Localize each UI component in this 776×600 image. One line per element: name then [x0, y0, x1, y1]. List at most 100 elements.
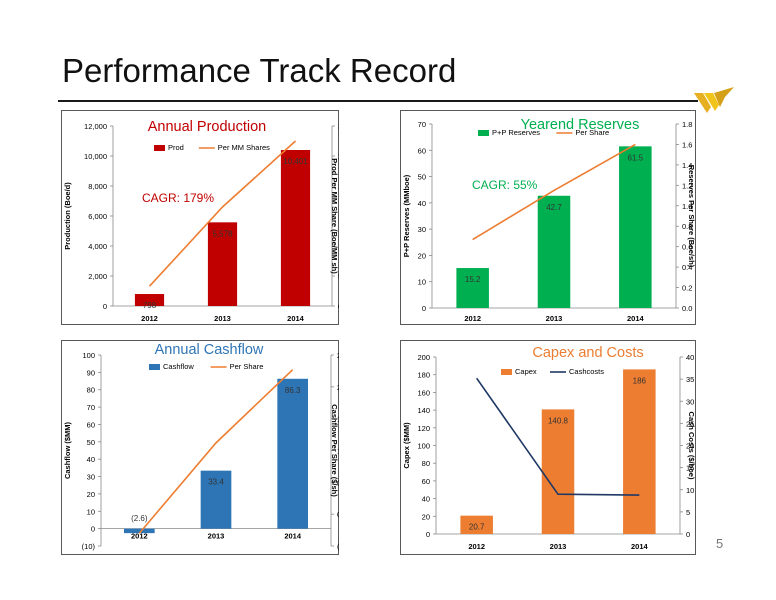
y-tick-label: 30 [87, 473, 95, 482]
y-right-tick-label: 0.0 [682, 304, 692, 313]
chart-svg: 0 10 20 30 40 50 60 70 0.0 0.2 0.4 0.6 0.8 1.0 1.2 1.4 1… [400, 110, 696, 325]
bar-2012 [460, 515, 493, 534]
y-tick-label: 120 [417, 424, 430, 433]
bar-data-label: 61.5 [628, 153, 644, 162]
y-tick-label: (10) [82, 542, 96, 551]
bar-data-label: 140.8 [548, 416, 569, 425]
y-tick-label: 80 [422, 459, 430, 468]
x-tick-label: 2012 [131, 532, 148, 541]
y-tick-label: 10 [418, 278, 426, 287]
y-right-tick-label: 150 [338, 212, 339, 221]
bar-data-label: 20.7 [469, 523, 485, 532]
y-right-tick-label: 1.0 [337, 447, 339, 456]
chart-svg: 0 2,000 4,000 6,000 8,000 10,000 12,000 0 50 100 1… [61, 110, 339, 325]
y-right-tick-label: 1.5 [337, 415, 339, 424]
y-right-tick-label: (0.5) [337, 542, 339, 551]
y-tick-label: 100 [417, 442, 430, 451]
y-tick-label: 0 [426, 530, 430, 539]
chart-title: Capex and Costs [532, 345, 643, 361]
y-right-tick-label: 30 [686, 397, 694, 406]
y-right-tick-label: 1.6 [682, 140, 692, 149]
y-tick-label: 40 [418, 199, 426, 208]
y-tick-label: 6,000 [88, 212, 107, 221]
y-tick-label: 200 [417, 353, 430, 362]
legend-label: P+P Reserves [492, 128, 540, 137]
legend-swatch-p-p-reserves [478, 130, 489, 136]
slide-title: Performance Track Record [62, 52, 457, 89]
chart-title: Yearend Reserves [521, 117, 640, 133]
y-right-tick-label: 0.8 [682, 222, 692, 231]
x-tick-label: 2013 [208, 532, 225, 541]
y-tick-label: 40 [422, 495, 430, 504]
bar-data-label: 15.2 [465, 275, 481, 284]
y-tick-label: 10 [87, 507, 95, 516]
y-right-tick-label: 5 [686, 508, 690, 517]
bar-data-label: 798 [143, 301, 157, 310]
cagr-annotation: CAGR: 179% [142, 191, 214, 205]
bar-data-label: 186 [633, 376, 647, 385]
bar-data-label: 42.7 [546, 203, 562, 212]
y-right-tick-label: 2.0 [337, 383, 339, 392]
bar-data-label: 10,401 [283, 157, 308, 166]
y-axis-title: Capex ($MM) [402, 422, 411, 469]
y-tick-label: 30 [418, 225, 426, 234]
y-tick-label: 50 [87, 438, 95, 447]
bar-2013 [541, 409, 575, 534]
y-right-tick-label: 1.0 [682, 202, 692, 211]
legend-label: Per Share [230, 362, 264, 371]
legend-label: Per Share [575, 128, 609, 137]
y-tick-label: 160 [417, 388, 430, 397]
y-right-tick-label: 0 [338, 302, 339, 311]
y-axis-title: P+P Reserves (MMboe) [402, 174, 411, 257]
legend-label: Per MM Shares [218, 143, 270, 152]
y-right-tick-label: 40 [686, 353, 694, 362]
bar-2012 [134, 294, 165, 306]
annual-production-chart: 0 2,000 4,000 6,000 8,000 10,000 12,000 0 50 100 1… [61, 110, 339, 325]
bar-2014 [623, 369, 656, 534]
y-right-tick-label: 20 [686, 442, 694, 451]
cagr-annotation: CAGR: 55% [472, 178, 538, 192]
y-right-tick-label: 25 [686, 419, 694, 428]
y-right-tick-label: 10 [686, 486, 694, 495]
y-right-tick-label: 1.8 [682, 120, 692, 129]
legend-label: Capex [515, 367, 537, 376]
y-right-tick-label: 100 [338, 242, 339, 251]
y-axis-title: Cashflow ($MM) [63, 421, 72, 479]
y-tick-label: 20 [418, 251, 426, 260]
capex-and-costs-chart: 0 20 40 60 80 100 120 140 160 180 200 0 5 10 15 20 25 30 3… [400, 340, 696, 555]
x-tick-label: 2014 [627, 314, 645, 323]
y-tick-label: 0 [91, 525, 95, 534]
x-tick-label: 2014 [287, 314, 305, 323]
y-tick-label: 0 [103, 302, 107, 311]
y-right-axis-title: Cash Costs ($/boe) [687, 412, 696, 480]
bar-data-label: 5,578 [212, 229, 233, 238]
y-right-tick-label: 2.5 [337, 351, 339, 360]
y-right-tick-label: 250 [338, 152, 339, 161]
legend-swatch-prod [154, 145, 165, 151]
chart-title: Annual Cashflow [155, 342, 264, 358]
y-right-tick-label: 1.4 [682, 161, 692, 170]
y-right-tick-label: 0.0 [337, 510, 339, 519]
chart-svg: (10) 0 10 20 30 40 50 60 70 80 90 100 (0.5) 0.0 0.5 1.0… [61, 340, 339, 555]
y-tick-label: 12,000 [84, 122, 107, 131]
legend-label: Prod [168, 143, 184, 152]
y-right-tick-label: 15 [686, 464, 694, 473]
y-tick-label: 60 [87, 420, 95, 429]
y-right-tick-label: 1.2 [682, 181, 692, 190]
y-right-tick-label: 300 [338, 122, 339, 131]
chart-title: Annual Production [148, 119, 267, 135]
x-tick-label: 2012 [464, 314, 481, 323]
x-tick-label: 2013 [550, 542, 567, 551]
y-tick-label: 90 [87, 368, 95, 377]
bar-data-label: 86.3 [285, 386, 301, 395]
bar-2013 [537, 195, 571, 308]
y-tick-label: 10,000 [84, 152, 107, 161]
page-number: 5 [716, 536, 724, 551]
bar-data-label: (2.6) [131, 514, 148, 523]
bar-2014 [280, 149, 311, 306]
y-tick-label: 140 [417, 406, 430, 415]
x-tick-label: 2014 [284, 532, 302, 541]
chart-svg: 0 20 40 60 80 100 120 140 160 180 200 0 5 10 15 20 25 30 3… [400, 340, 696, 555]
y-tick-label: 180 [417, 371, 430, 380]
bar-2014 [619, 146, 652, 308]
